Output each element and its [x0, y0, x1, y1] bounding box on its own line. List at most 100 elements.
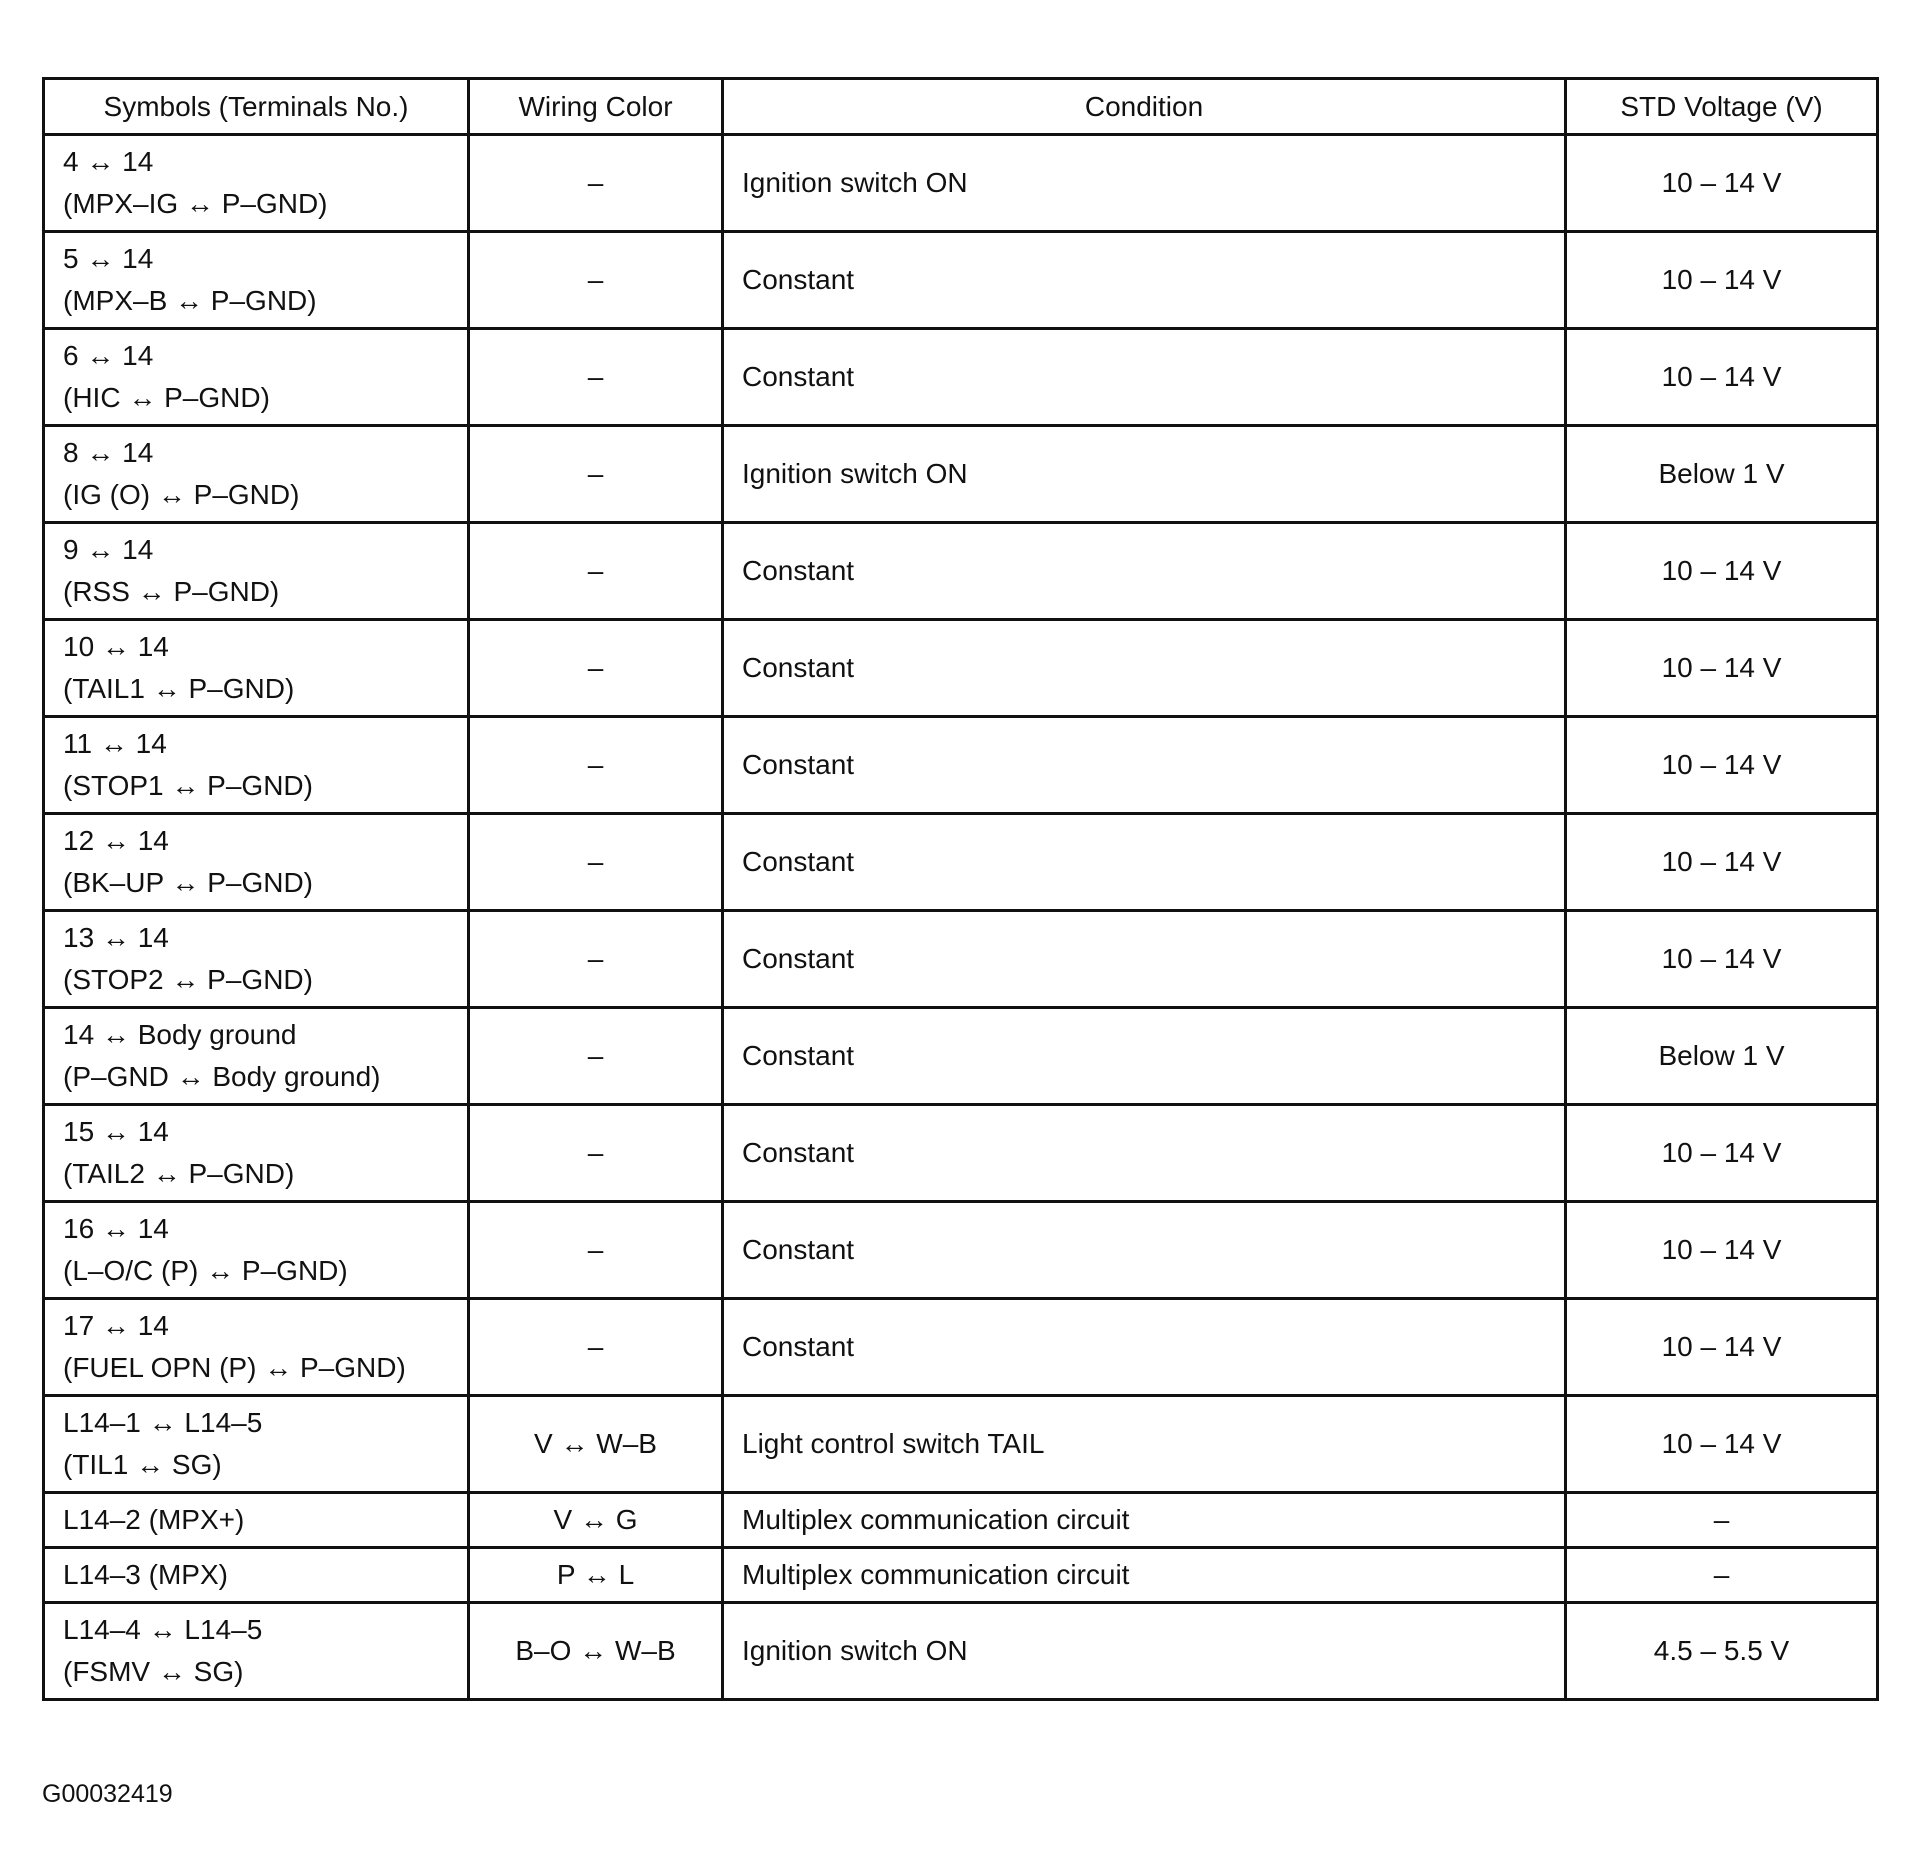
terminal-pair: 17 ↔ 14 [63, 1310, 169, 1341]
terminal-pair: L14–1 ↔ L14–5 [63, 1407, 263, 1438]
terminal-pair: 11 ↔ 14 [63, 728, 167, 759]
voltage-cell: 10 – 14 V [1564, 1200, 1879, 1300]
symbol-cell: 12 ↔ 14 (BK–UP ↔ P–GND) [42, 812, 470, 912]
wiring-color-cell: – [467, 230, 724, 330]
condition-cell: Light control switch TAIL [721, 1394, 1567, 1494]
symbol-cell: 4 ↔ 14 (MPX–IG ↔ P–GND) [42, 133, 470, 233]
wiring-color-cell: – [467, 618, 724, 718]
condition-cell: Constant [721, 812, 1567, 912]
terminal-names: (TIL1 ↔ SG) [63, 1449, 222, 1480]
table-row: 6 ↔ 14 (HIC ↔ P–GND) – Constant 10 – 14 V [42, 327, 1879, 427]
header-row: Symbols (Terminals No.) Wiring Color Con… [42, 77, 1879, 136]
voltage-cell: 10 – 14 V [1564, 230, 1879, 330]
terminal-names: (BK–UP ↔ P–GND) [63, 867, 313, 898]
voltage-cell: 10 – 14 V [1564, 909, 1879, 1009]
symbol-cell: L14–2 (MPX+) [42, 1491, 470, 1549]
condition-cell: Constant [721, 521, 1567, 621]
voltage-cell: 10 – 14 V [1564, 1297, 1879, 1397]
voltage-cell: 10 – 14 V [1564, 521, 1879, 621]
condition-cell: Ignition switch ON [721, 424, 1567, 524]
voltage-cell: 10 – 14 V [1564, 715, 1879, 815]
wiring-color-cell: – [467, 1297, 724, 1397]
terminal-pair: 6 ↔ 14 [63, 340, 154, 371]
terminal-pair: L14–2 (MPX+) [63, 1504, 245, 1535]
wiring-color-cell: – [467, 133, 724, 233]
symbol-cell: L14–1 ↔ L14–5 (TIL1 ↔ SG) [42, 1394, 470, 1494]
terminal-names: (MPX–IG ↔ P–GND) [63, 188, 328, 219]
voltage-cell: 10 – 14 V [1564, 1394, 1879, 1494]
terminal-names: (TAIL1 ↔ P–GND) [63, 673, 295, 704]
table-row: 11 ↔ 14 (STOP1 ↔ P–GND) – Constant 10 – 14 V [42, 715, 1879, 815]
condition-cell: Constant [721, 909, 1567, 1009]
condition-cell: Constant [721, 1103, 1567, 1203]
condition-cell: Constant [721, 1006, 1567, 1106]
wiring-color-cell: – [467, 327, 724, 427]
wiring-color-cell: – [467, 1006, 724, 1106]
terminal-names: (STOP1 ↔ P–GND) [63, 770, 313, 801]
terminal-names: (HIC ↔ P–GND) [63, 382, 270, 413]
symbol-cell: L14–4 ↔ L14–5 (FSMV ↔ SG) [42, 1601, 470, 1701]
terminal-pair: L14–3 (MPX) [63, 1559, 228, 1590]
terminal-names: (FUEL OPN (P) ↔ P–GND) [63, 1352, 406, 1383]
terminal-names: (MPX–B ↔ P–GND) [63, 285, 317, 316]
condition-cell: Constant [721, 1297, 1567, 1397]
symbol-cell: 11 ↔ 14 (STOP1 ↔ P–GND) [42, 715, 470, 815]
table-row: 12 ↔ 14 (BK–UP ↔ P–GND) – Constant 10 – 14 V [42, 812, 1879, 912]
symbol-cell: 6 ↔ 14 (HIC ↔ P–GND) [42, 327, 470, 427]
header-wiring-color: Wiring Color [467, 77, 724, 136]
wiring-color-cell: – [467, 424, 724, 524]
header-condition: Condition [721, 77, 1567, 136]
table-row: 15 ↔ 14 (TAIL2 ↔ P–GND) – Constant 10 – 14 V [42, 1103, 1879, 1203]
symbol-cell: 17 ↔ 14 (FUEL OPN (P) ↔ P–GND) [42, 1297, 470, 1397]
wiring-color-cell: P ↔ L [467, 1546, 724, 1604]
voltage-cell: Below 1 V [1564, 1006, 1879, 1106]
terminal-pair: 4 ↔ 14 [63, 146, 154, 177]
terminal-pair: 16 ↔ 14 [63, 1213, 169, 1244]
figure-code: G00032419 [42, 1780, 173, 1808]
symbol-cell: 14 ↔ Body ground (P–GND ↔ Body ground) [42, 1006, 470, 1106]
terminal-pair: L14–4 ↔ L14–5 [63, 1614, 263, 1645]
terminal-names: (P–GND ↔ Body ground) [63, 1061, 381, 1092]
terminal-pair: 14 ↔ Body ground [63, 1019, 297, 1050]
table-row: 13 ↔ 14 (STOP2 ↔ P–GND) – Constant 10 – 14 V [42, 909, 1879, 1009]
voltage-cell: 10 – 14 V [1564, 1103, 1879, 1203]
terminal-pair: 9 ↔ 14 [63, 534, 154, 565]
symbol-cell: 9 ↔ 14 (RSS ↔ P–GND) [42, 521, 470, 621]
terminal-pair: 13 ↔ 14 [63, 922, 169, 953]
terminal-pair: 5 ↔ 14 [63, 243, 154, 274]
symbol-cell: 8 ↔ 14 (IG (O) ↔ P–GND) [42, 424, 470, 524]
symbol-cell: 10 ↔ 14 (TAIL1 ↔ P–GND) [42, 618, 470, 718]
table-row: 14 ↔ Body ground (P–GND ↔ Body ground) – Co… [42, 1006, 1879, 1106]
terminal-pair: 10 ↔ 14 [63, 631, 169, 662]
voltage-cell: 10 – 14 V [1564, 618, 1879, 718]
table-row: 16 ↔ 14 (L–O/C (P) ↔ P–GND) – Constant 10 – … [42, 1200, 1879, 1300]
condition-cell: Ignition switch ON [721, 1601, 1567, 1701]
voltage-cell: – [1564, 1546, 1879, 1604]
voltage-cell: 10 – 14 V [1564, 133, 1879, 233]
condition-cell: Constant [721, 230, 1567, 330]
table-row: 9 ↔ 14 (RSS ↔ P–GND) – Constant 10 – 14 V [42, 521, 1879, 621]
terminal-names: (L–O/C (P) ↔ P–GND) [63, 1255, 348, 1286]
header-symbols: Symbols (Terminals No.) [42, 77, 470, 136]
wiring-color-cell: – [467, 521, 724, 621]
condition-cell: Constant [721, 1200, 1567, 1300]
header-std-voltage: STD Voltage (V) [1564, 77, 1879, 136]
wiring-color-cell: – [467, 1103, 724, 1203]
voltage-cell: 10 – 14 V [1564, 327, 1879, 427]
symbol-cell: 16 ↔ 14 (L–O/C (P) ↔ P–GND) [42, 1200, 470, 1300]
table-row: L14–3 (MPX) P ↔ L Multiplex communication … [42, 1546, 1879, 1604]
voltage-cell: 4.5 – 5.5 V [1564, 1601, 1879, 1701]
wiring-color-cell: – [467, 1200, 724, 1300]
voltage-spec-table: Symbols (Terminals No.) Wiring Color Con… [42, 77, 1879, 1701]
symbol-cell: 5 ↔ 14 (MPX–B ↔ P–GND) [42, 230, 470, 330]
table-row: L14–1 ↔ L14–5 (TIL1 ↔ SG) V ↔ W–B Light con… [42, 1394, 1879, 1494]
wiring-color-cell: V ↔ W–B [467, 1394, 724, 1494]
symbol-cell: 15 ↔ 14 (TAIL2 ↔ P–GND) [42, 1103, 470, 1203]
voltage-cell: – [1564, 1491, 1879, 1549]
table-row: 10 ↔ 14 (TAIL1 ↔ P–GND) – Constant 10 – 14 V [42, 618, 1879, 718]
wiring-color-cell: – [467, 909, 724, 1009]
terminal-names: (FSMV ↔ SG) [63, 1656, 244, 1687]
condition-cell: Constant [721, 715, 1567, 815]
table-row: 17 ↔ 14 (FUEL OPN (P) ↔ P–GND) – Constant 10… [42, 1297, 1879, 1397]
table-row: 4 ↔ 14 (MPX–IG ↔ P–GND) – Ignition switch O… [42, 133, 1879, 233]
